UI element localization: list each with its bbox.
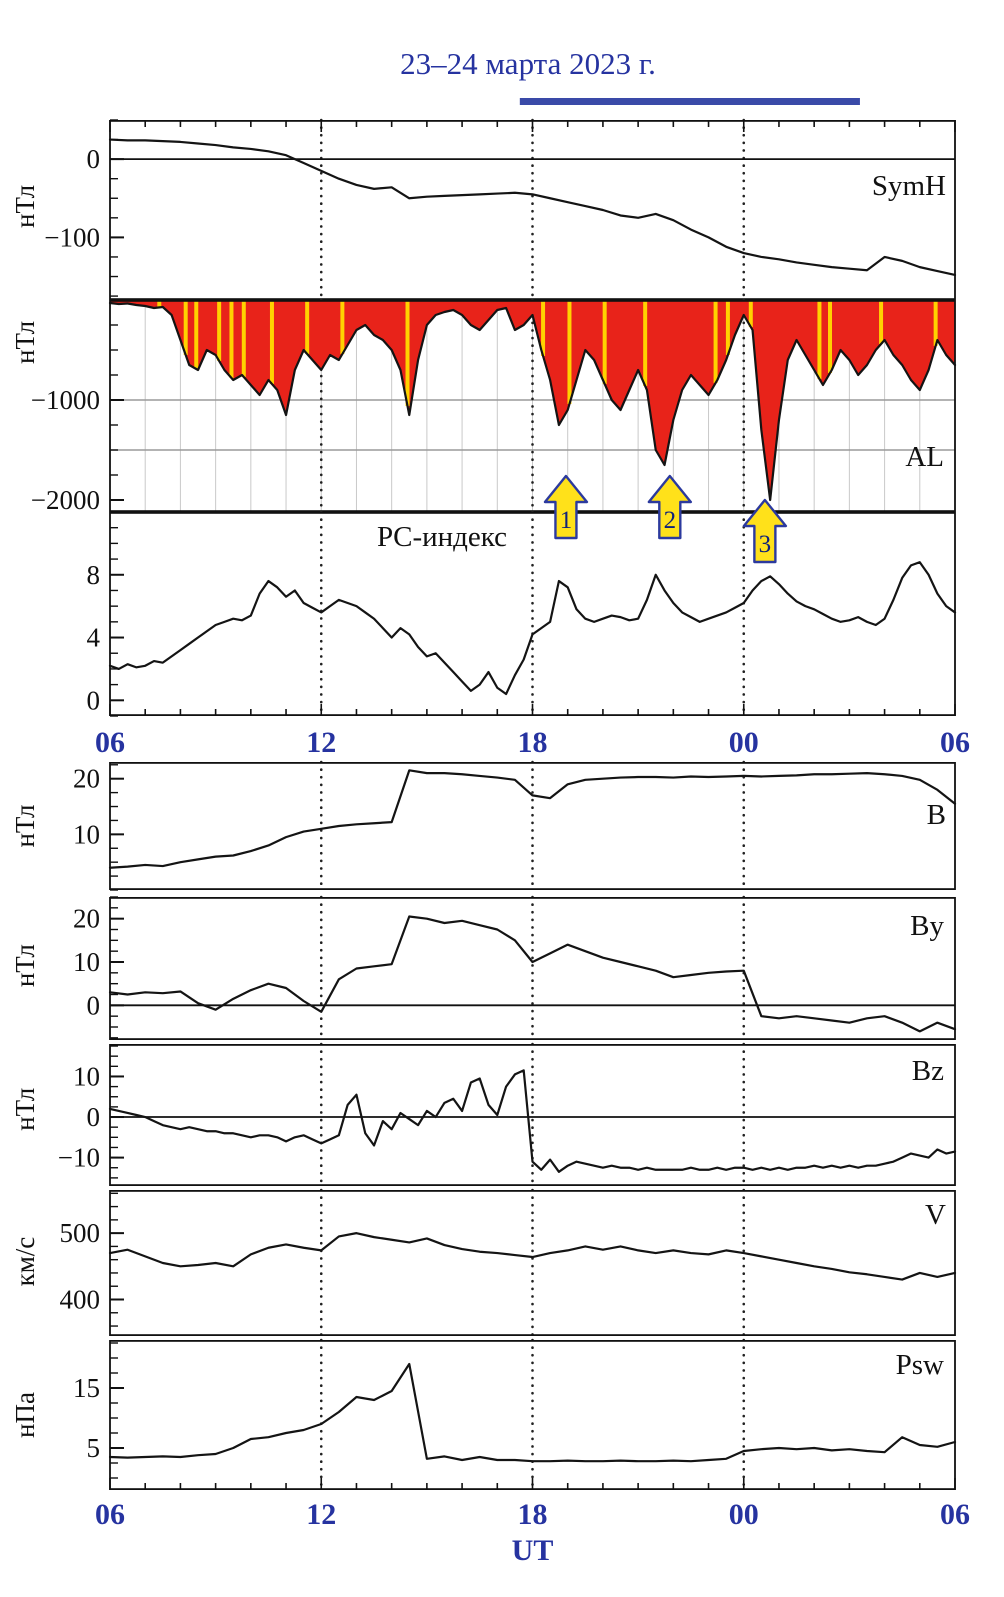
al-area-fill: [110, 300, 955, 500]
y-tick-label: 20: [73, 764, 100, 794]
panel-b: 20 10 нТл B: [10, 760, 957, 892]
x-tick-label: 12: [306, 726, 336, 759]
x-tick-label: 06: [95, 726, 125, 759]
y-tick-label: −10: [58, 1143, 100, 1173]
panel-border: [109, 761, 956, 890]
x-tick-label: 06: [940, 1498, 970, 1531]
panel-label-psw: Psw: [896, 1349, 944, 1381]
y-axis-unit-label: нПа: [10, 1392, 40, 1438]
panel-by: 20 10 0 нТл By: [10, 895, 957, 1042]
y-tick-label: 4: [87, 623, 101, 653]
y-tick-label: 10: [73, 1061, 100, 1091]
panel-v: 500 400 км/с V: [10, 1188, 957, 1338]
figure-title: 23–24 марта 2023 г.: [400, 46, 656, 81]
y-tick-label: 20: [73, 904, 100, 934]
panel-psw: 15 5 нПа Psw: [10, 1338, 957, 1492]
y-axis-unit-label: нТл: [10, 804, 40, 847]
bz-series-line: [108, 1069, 957, 1173]
psw-series-line: [108, 1362, 957, 1463]
pc-index-inner-title: PC-индекс: [377, 521, 507, 553]
panel-label-bz: Bz: [912, 1055, 944, 1087]
panel-border: [109, 1043, 956, 1186]
panel-label-by: By: [910, 910, 944, 942]
y-tick-label: 15: [73, 1373, 100, 1403]
v-series-line: [108, 1232, 957, 1281]
panel-label-al: AL: [905, 441, 944, 473]
y-tick-label: 0: [87, 144, 101, 174]
panel-label-v: V: [925, 1199, 946, 1231]
x-axis-title: UT: [511, 1534, 554, 1567]
y-tick-label: 500: [60, 1218, 101, 1248]
panel-border: [109, 1189, 956, 1336]
y-axis-unit-label: нТл: [10, 321, 40, 364]
x-tick-label: 12: [306, 1498, 336, 1531]
symh-series-line: [108, 138, 957, 277]
y-tick-label: −2000: [31, 485, 100, 515]
y-tick-label: 10: [73, 947, 100, 977]
x-tick-label: 18: [518, 726, 548, 759]
y-tick-label: −100: [44, 222, 100, 252]
y-tick-label: 8: [87, 560, 101, 590]
x-tick-label: 06: [940, 726, 970, 759]
y-axis-unit-label: нТл: [10, 944, 40, 987]
panel-pc: 8 4 0 PC-индекс: [87, 510, 957, 718]
y-axis-unit-label: нТл: [10, 1088, 40, 1131]
y-tick-label: 0: [87, 990, 101, 1020]
x-tick-label: 00: [729, 1498, 759, 1531]
al-series-line: [108, 301, 957, 502]
b-series-line: [108, 769, 957, 869]
panel-bg: [110, 762, 955, 890]
y-tick-label: 400: [60, 1285, 101, 1315]
y-tick-label: 0: [87, 1102, 101, 1132]
panel-label-b: B: [927, 799, 946, 831]
by-series-line: [108, 915, 957, 1033]
panel-label-symh: SymH: [872, 170, 946, 202]
y-tick-label: 5: [87, 1433, 101, 1463]
panel-al: −1000 −2000 нТл AL: [10, 298, 957, 515]
panel-bz: 10 0 −10 нТл Bz: [10, 1042, 957, 1188]
y-axis-unit-label: нТл: [10, 185, 40, 228]
y-tick-label: 10: [73, 819, 100, 849]
x-tick-label: 00: [729, 726, 759, 759]
y-axis-unit-label: км/с: [10, 1237, 40, 1287]
event-interval-bar: [519, 98, 860, 105]
panel-border: [109, 896, 956, 1040]
y-tick-label: 0: [87, 685, 101, 715]
y-tick-label: −1000: [31, 385, 100, 415]
pc-series-line: [108, 561, 957, 696]
x-tick-label: 06: [95, 1498, 125, 1531]
x-tick-label: 18: [518, 1498, 548, 1531]
